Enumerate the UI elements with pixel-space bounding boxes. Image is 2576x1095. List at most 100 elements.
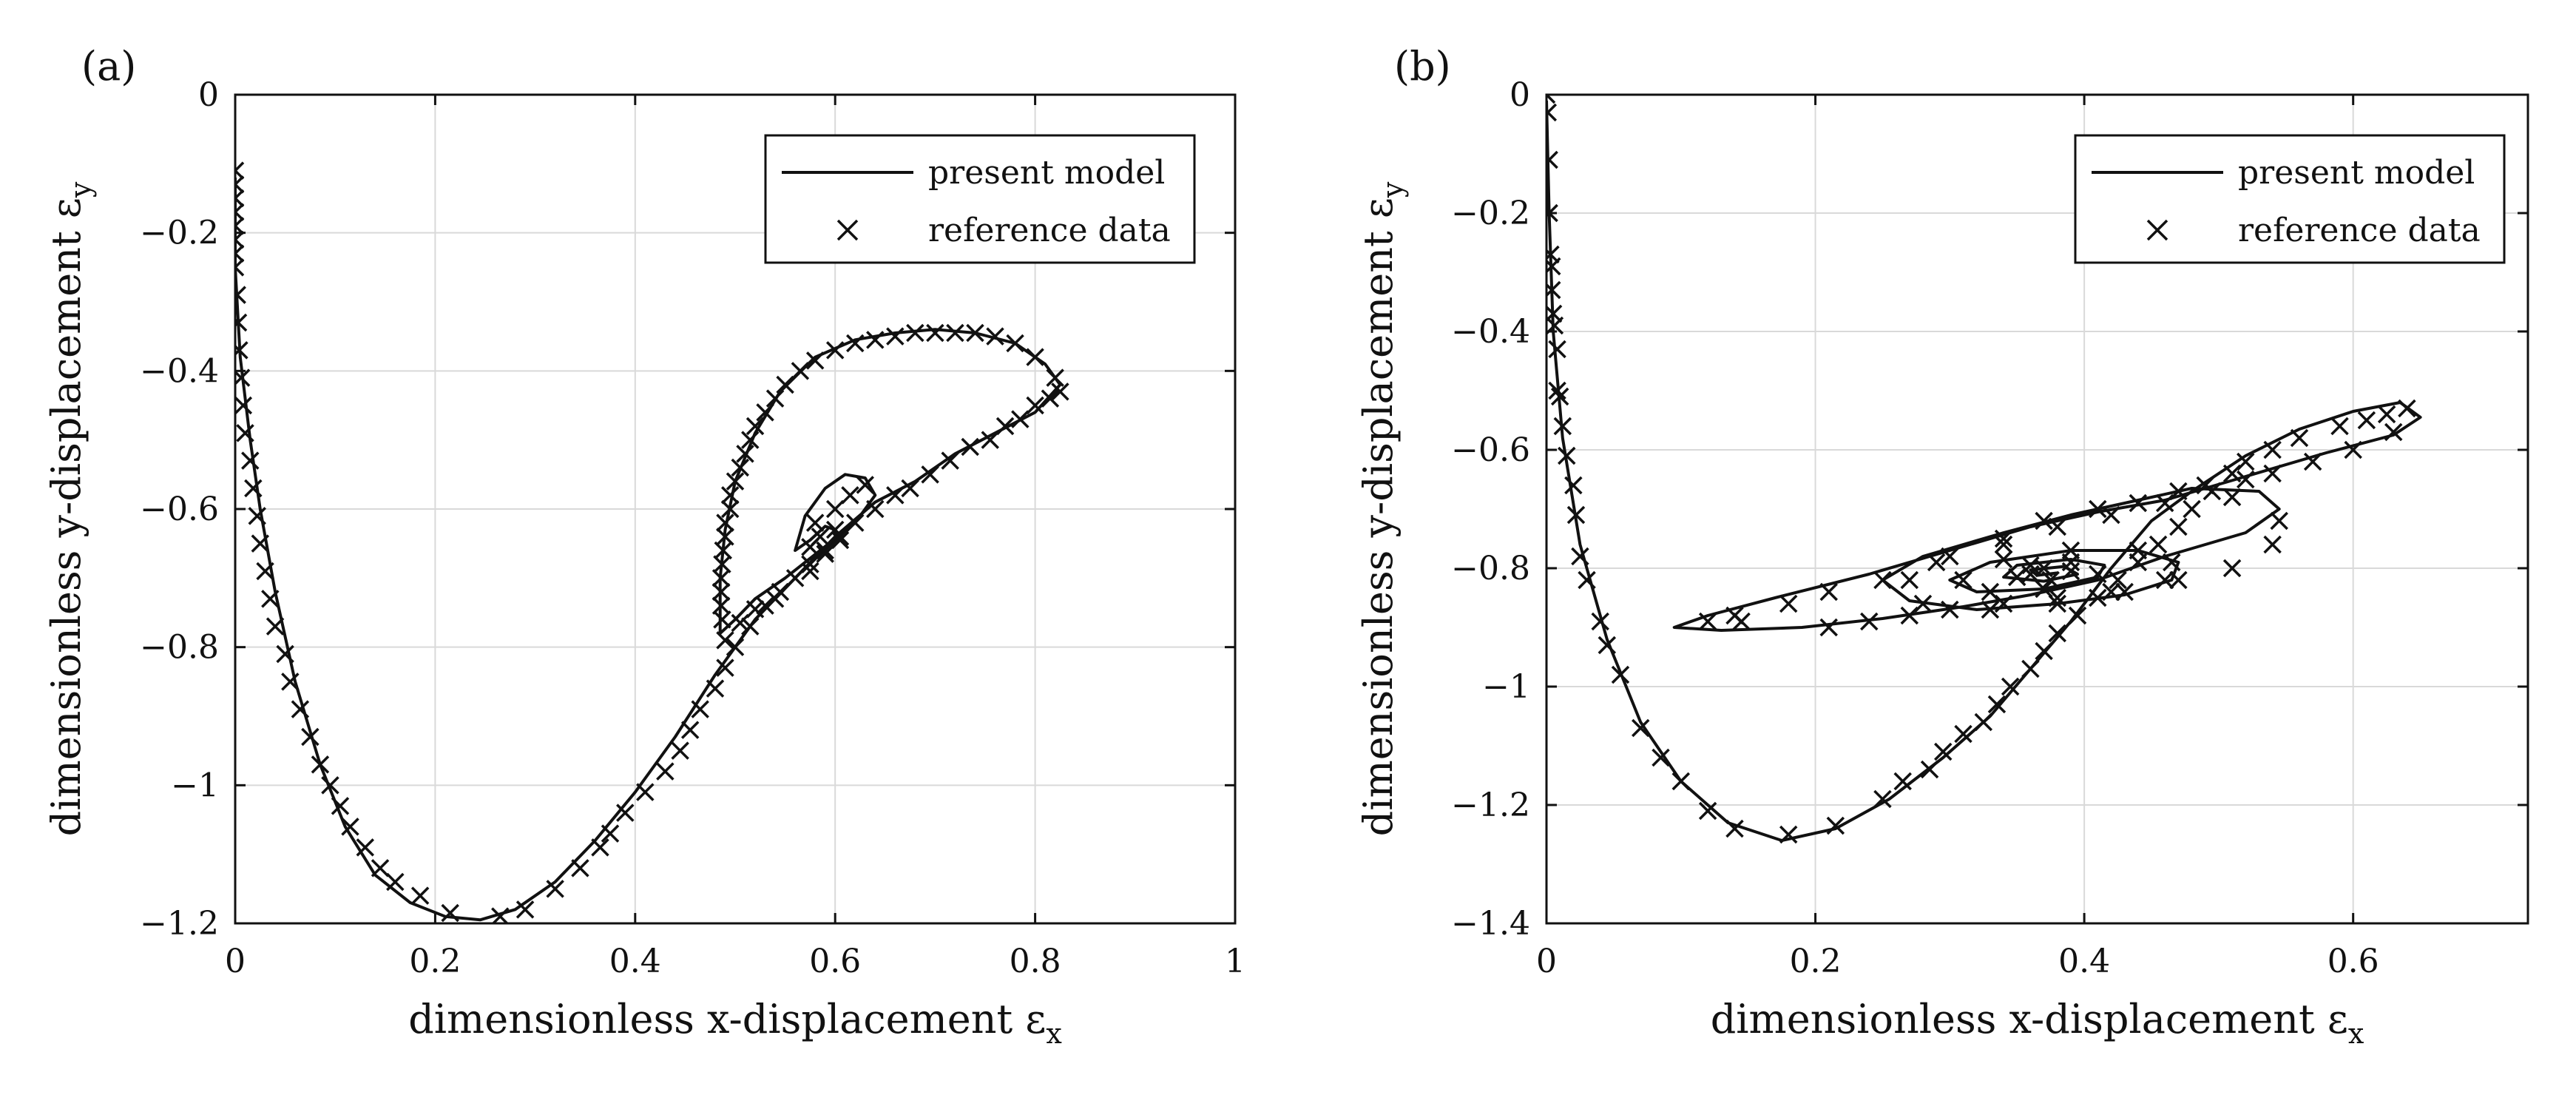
data-point-marker	[825, 499, 845, 519]
panel-b: 0 0.2 0.4 0.6 0 −0.2 −0.4 −0.6 −0.8 −1 −1.2 −1.4 dim…	[1355, 43, 2529, 1050]
y-tick-label: −1.2	[1451, 786, 1530, 824]
data-point-marker	[2303, 452, 2322, 471]
data-point-marker	[721, 499, 740, 519]
data-point-marker	[671, 741, 689, 760]
data-point-marker	[726, 638, 745, 656]
data-point-marker	[926, 323, 944, 343]
data-point-marker	[1981, 600, 2000, 619]
data-point-marker	[2021, 565, 2040, 584]
legend-box	[2074, 134, 2506, 264]
data-point-marker	[2398, 399, 2416, 418]
data-point-marker	[2061, 562, 2080, 581]
data-point-marker	[235, 161, 245, 180]
data-point-marker	[1900, 570, 1919, 590]
data-point-marker	[713, 610, 731, 629]
legend-entry-present-model: present model	[928, 154, 1165, 192]
data-point-marker	[1920, 760, 1939, 779]
data-point-marker	[1860, 612, 1879, 631]
data-point-marker	[2061, 553, 2080, 572]
data-point-marker	[2222, 559, 2242, 578]
data-point-marker	[1974, 712, 1993, 732]
data-point-marker	[1819, 582, 1838, 602]
data-point-marker	[921, 465, 939, 484]
data-point-marker	[235, 258, 245, 277]
y-tick-label: −0.2	[1451, 195, 1530, 232]
data-point-marker	[371, 859, 390, 877]
data-point-marker	[1546, 95, 1556, 104]
y-tick-label: −1.4	[1451, 905, 1530, 943]
data-point-marker	[386, 872, 405, 892]
data-point-marker	[2041, 570, 2060, 590]
data-point-marker	[235, 341, 249, 360]
legend-box	[764, 134, 1196, 264]
data-point-marker	[1819, 618, 1838, 637]
data-point-marker	[1994, 535, 2013, 554]
data-point-marker	[1927, 553, 1946, 572]
data-point-marker	[1698, 612, 1717, 631]
data-point-marker	[235, 286, 246, 304]
data-point-marker	[546, 880, 564, 898]
data-point-marker	[1954, 724, 1972, 744]
x-tick-label: 0.4	[609, 943, 661, 980]
data-point-marker	[2129, 493, 2148, 513]
data-point-marker	[886, 327, 905, 346]
data-point-marker	[816, 541, 834, 560]
data-point-marker	[2183, 499, 2201, 519]
x-tick-label: 0.2	[409, 943, 461, 980]
data-point-marker	[906, 323, 924, 343]
data-point-marker	[1994, 529, 2013, 548]
data-point-marker	[1652, 748, 1670, 767]
x-tick-label: 0.6	[809, 943, 861, 980]
data-point-marker	[2270, 511, 2288, 530]
data-point-marker	[726, 472, 745, 491]
data-point-marker	[946, 323, 964, 343]
x-axis-label-subscript: x	[2348, 1017, 2364, 1050]
y-tick-label: −0.8	[1451, 550, 1530, 587]
data-point-marker	[1553, 417, 1572, 436]
y-axis-label-text: dimensionless y-displacement ε	[43, 198, 89, 836]
data-point-marker	[961, 437, 979, 456]
data-point-marker	[841, 486, 859, 505]
data-point-marker	[281, 673, 300, 691]
data-point-marker	[825, 341, 845, 360]
data-point-marker	[2330, 417, 2349, 436]
data-point-marker	[1546, 280, 1561, 300]
data-point-marker	[986, 327, 1004, 346]
data-point-marker	[441, 903, 459, 923]
data-point-marker	[571, 859, 589, 877]
y-tick-label: −0.6	[1451, 431, 1530, 469]
y-tick-label: 0	[198, 76, 219, 114]
data-point-marker	[716, 513, 734, 532]
data-point-marker	[1873, 789, 1892, 809]
data-point-marker	[301, 727, 320, 747]
y-tick-label: −1	[171, 766, 219, 804]
data-point-marker	[886, 486, 905, 505]
data-point-marker	[2263, 464, 2282, 483]
data-point-marker	[2007, 567, 2026, 587]
data-point-marker	[656, 762, 675, 781]
data-point-marker	[866, 331, 885, 349]
data-point-marker	[2089, 588, 2107, 607]
x-tick-label: 0	[225, 943, 246, 980]
data-point-marker	[2196, 476, 2214, 495]
data-point-marker	[1546, 245, 1560, 264]
data-point-marker	[2263, 440, 2282, 459]
data-point-marker	[2222, 488, 2242, 507]
data-point-marker	[711, 582, 731, 602]
data-point-marker	[2237, 452, 2255, 471]
data-point-marker	[2089, 499, 2107, 519]
data-point-marker	[866, 499, 885, 519]
data-point-marker	[791, 362, 810, 380]
data-point-marker	[1913, 594, 1933, 613]
data-point-marker	[714, 541, 733, 560]
data-point-marker	[241, 451, 260, 470]
data-point-marker	[261, 590, 280, 608]
legend-marker-swatch	[836, 219, 859, 241]
data-point-marker	[1591, 612, 1609, 631]
data-point-marker	[1941, 600, 1959, 619]
data-point-marker	[1041, 389, 1060, 408]
data-point-marker	[2048, 588, 2067, 607]
data-point-marker	[816, 545, 834, 563]
data-point-marker	[831, 530, 850, 550]
y-tick-label: −0.2	[140, 215, 219, 252]
